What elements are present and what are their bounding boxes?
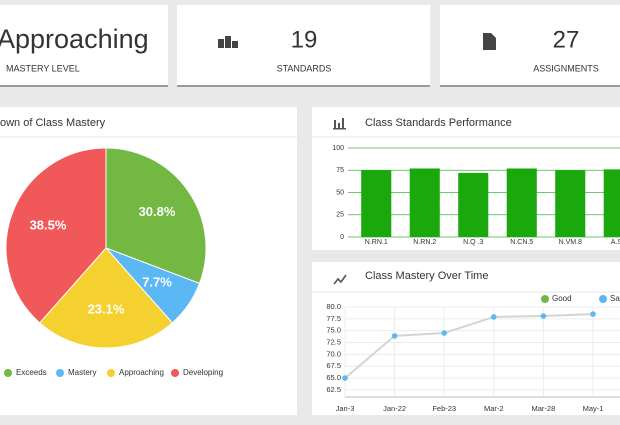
- legend-label: Developing: [183, 368, 223, 377]
- y-tick-label: 65.0: [326, 373, 341, 382]
- bar: [409, 168, 440, 237]
- legend-label: Good: [552, 294, 572, 303]
- card: [0, 5, 168, 87]
- legend-label: Mastery: [68, 368, 96, 377]
- x-tick-label: N.RN.1: [365, 239, 388, 246]
- point: [590, 311, 596, 317]
- y-tick-label: 75.0: [326, 326, 341, 335]
- point: [391, 333, 398, 339]
- data-label: 23.1%: [88, 301, 125, 316]
- x-tick-label: N.VM.8: [559, 239, 582, 246]
- y-tick-label: 67.5: [326, 361, 341, 370]
- line: [344, 313, 594, 379]
- x-tick-label: Mar-28: [532, 404, 556, 413]
- x-tick-label: May-1: [583, 404, 604, 413]
- y-tick-label: 0: [340, 234, 344, 241]
- y-tick-label: 25: [336, 212, 344, 219]
- chart-title: Class Standards Performance: [365, 117, 512, 129]
- card-label: MASTERY LEVEL: [6, 63, 80, 73]
- card: [440, 5, 620, 87]
- x-tick-label: Jan-22: [383, 404, 406, 413]
- legend-label: Satisfac: [610, 294, 620, 303]
- card-border: [0, 85, 168, 87]
- y-tick-label: 72.5: [326, 338, 341, 347]
- x-tick-label: N.RN.2: [413, 239, 436, 246]
- standards-icon: [218, 36, 238, 48]
- data-label: 30.8%: [139, 204, 176, 219]
- legend-swatch: [56, 369, 64, 377]
- card-label: STANDARDS: [277, 63, 332, 73]
- x-tick-label: Jan-3: [336, 404, 355, 413]
- y-tick-label: 77.5: [326, 314, 341, 323]
- line-icon: [333, 274, 347, 285]
- assignments-icon: [483, 33, 496, 50]
- panel: [312, 262, 620, 415]
- y-tick-label: 80.0: [326, 302, 341, 311]
- data-label: 38.5%: [30, 217, 67, 232]
- card-border: [177, 85, 430, 87]
- bar: [555, 170, 586, 237]
- x-tick-label: N.CN.5: [510, 239, 533, 246]
- card-value: 19: [291, 26, 318, 53]
- x-tick-label: N.Q .3: [463, 239, 483, 246]
- point: [491, 314, 497, 320]
- legend-label: Exceeds: [16, 368, 47, 377]
- pie-slice: [38, 247, 174, 349]
- y-tick-label: 75: [336, 167, 344, 174]
- y-tick-label: 70.0: [326, 349, 341, 358]
- card-label: ASSIGNMENTS: [533, 63, 599, 73]
- legend-swatch: [107, 369, 115, 377]
- chart-title: own of Class Mastery: [0, 117, 106, 129]
- y-tick-label: 100: [332, 145, 344, 152]
- point: [540, 313, 547, 319]
- card-value: 27: [553, 26, 580, 53]
- chart-title: Class Mastery Over Time: [365, 270, 488, 282]
- legend-swatch: [4, 369, 12, 377]
- x-tick-label: Mar-2: [484, 404, 504, 413]
- bar-icon: [333, 118, 346, 130]
- bar: [361, 170, 392, 237]
- bar: [458, 172, 489, 237]
- bar: [603, 169, 620, 237]
- legend-swatch: [541, 295, 549, 303]
- legend-swatch: [599, 295, 607, 303]
- legend-swatch: [171, 369, 179, 377]
- point: [441, 330, 448, 336]
- x-tick-label: Feb-23: [432, 404, 456, 413]
- data-label: 7.7%: [142, 275, 172, 290]
- card-border: [440, 85, 620, 87]
- x-tick-label: A.SS: [611, 239, 620, 246]
- bar: [506, 168, 537, 237]
- y-tick-label: 62.5: [326, 385, 341, 394]
- y-tick-label: 50: [336, 189, 344, 196]
- point: [342, 375, 348, 381]
- pie-slice: [105, 147, 207, 285]
- pie-slice: [5, 147, 107, 324]
- card-value: Approaching: [0, 24, 149, 54]
- legend-label: Approaching: [119, 368, 164, 377]
